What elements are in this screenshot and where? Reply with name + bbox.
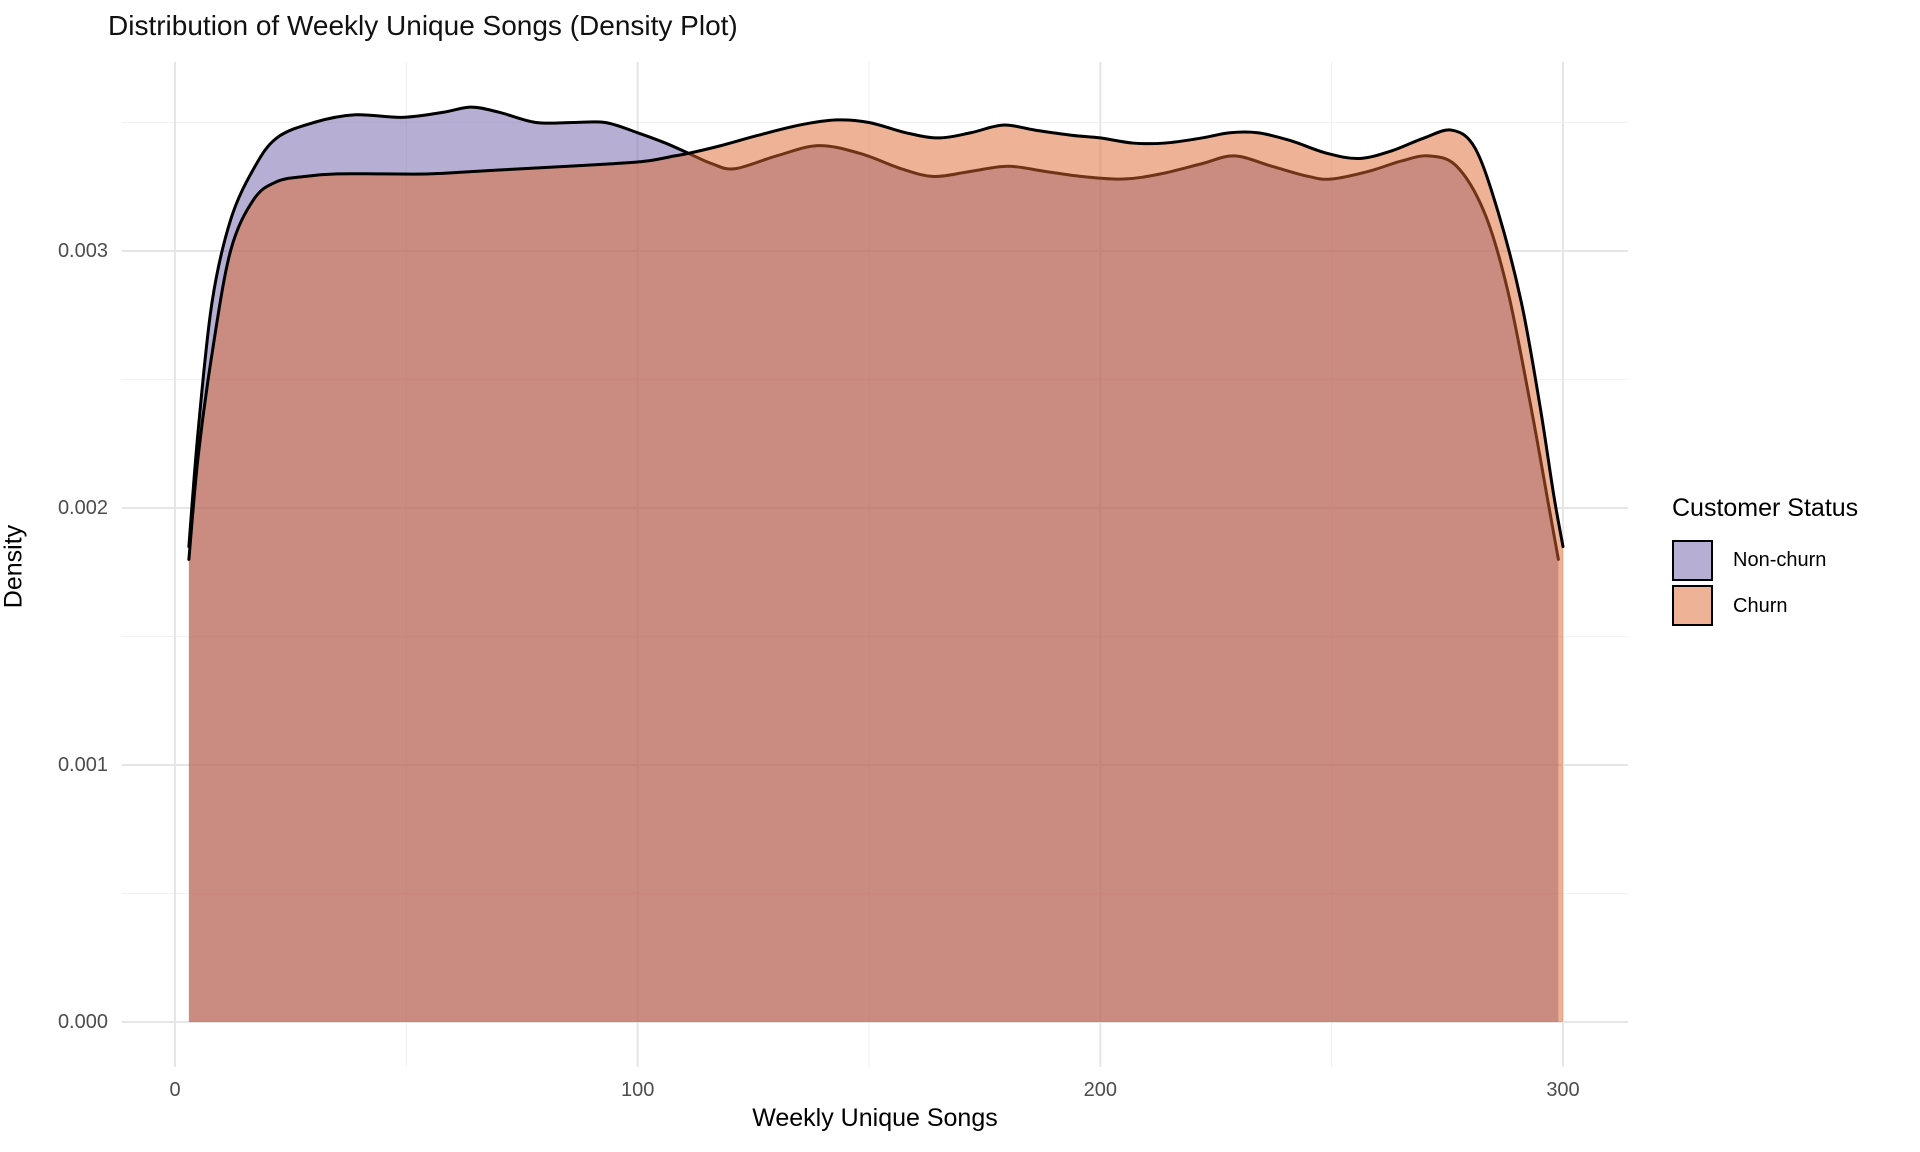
x-tick-label: 200 — [1083, 1079, 1118, 1101]
x-tick-label: 100 — [620, 1079, 655, 1101]
churn-density-area — [188, 119, 1563, 1022]
y-tick-label: 0.001 — [57, 754, 108, 776]
x-tick-label: 0 — [169, 1079, 181, 1101]
legend-item-churn: Churn — [1672, 583, 1858, 629]
legend-items: Non-churn Churn — [1672, 537, 1858, 629]
legend-title: Customer Status — [1672, 494, 1859, 522]
x-tick-label: 300 — [1546, 1079, 1580, 1101]
y-tick-label: 0.002 — [57, 497, 108, 519]
x-axis-title: Weekly Unique Songs — [0, 1104, 1750, 1133]
legend-item-label: Churn — [1733, 594, 1788, 617]
churn-density-outline — [187, 118, 1565, 561]
plot-title: Distribution of Weekly Unique Songs (Den… — [108, 10, 738, 41]
legend: Customer Status Non-churn Churn — [1672, 494, 1858, 629]
legend-key-swatch — [1672, 539, 1713, 581]
y-tick-label: 0.003 — [57, 240, 108, 262]
legend-key-swatch — [1672, 585, 1713, 626]
legend-item-label: Non-churn — [1733, 548, 1827, 571]
y-tick-label: 0.000 — [57, 1011, 108, 1033]
y-axis-title: Density — [0, 524, 28, 609]
x-axis-title-text: Weekly Unique Songs — [752, 1104, 998, 1132]
legend-item-non-churn: Non-churn — [1672, 537, 1858, 583]
